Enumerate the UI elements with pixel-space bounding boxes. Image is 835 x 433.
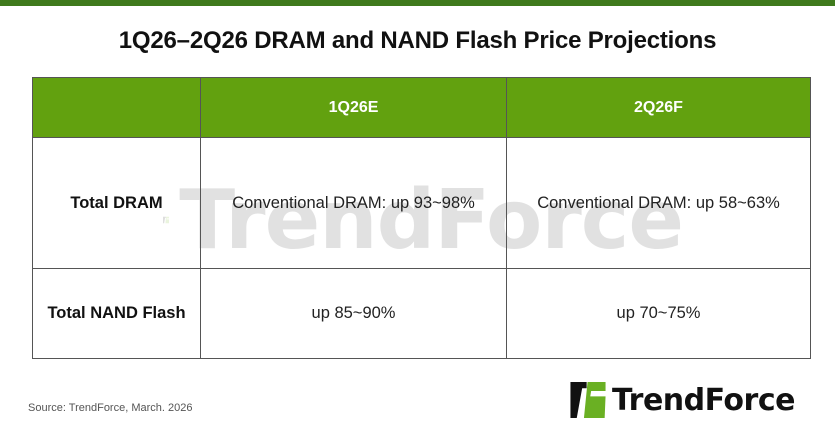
trendforce-logo: TrendForce [570,381,795,419]
cell-nand-1q26e: up 85~90% [200,268,507,359]
cell-dram-1q26e: Conventional DRAM: up 93~98% [200,137,507,269]
column-header-blank [32,77,201,138]
table-row-nand: Total NAND Flash up 85~90% up 70~75% [32,268,811,359]
price-projection-table: 1Q26E 2Q26F Total DRAM Conventional DRAM… [32,77,811,359]
column-header-1q26e: 1Q26E [200,77,507,138]
top-accent-bar [0,0,835,6]
trendforce-mark-icon [570,382,606,418]
table-header-row: 1Q26E 2Q26F [32,77,811,138]
logo-text: TrendForce [612,382,795,418]
row-label-total-dram: Total DRAM [32,137,201,269]
column-header-2q26f: 2Q26F [506,77,811,138]
table-row-dram: Total DRAM Conventional DRAM: up 93~98% … [32,137,811,269]
page-title: 1Q26–2Q26 DRAM and NAND Flash Price Proj… [118,27,717,54]
row-label-total-nand: Total NAND Flash [32,268,201,359]
source-note: Source: TrendForce, March. 2026 [28,402,193,414]
cell-dram-2q26f: Conventional DRAM: up 58~63% [506,137,811,269]
cell-nand-2q26f: up 70~75% [506,268,811,359]
